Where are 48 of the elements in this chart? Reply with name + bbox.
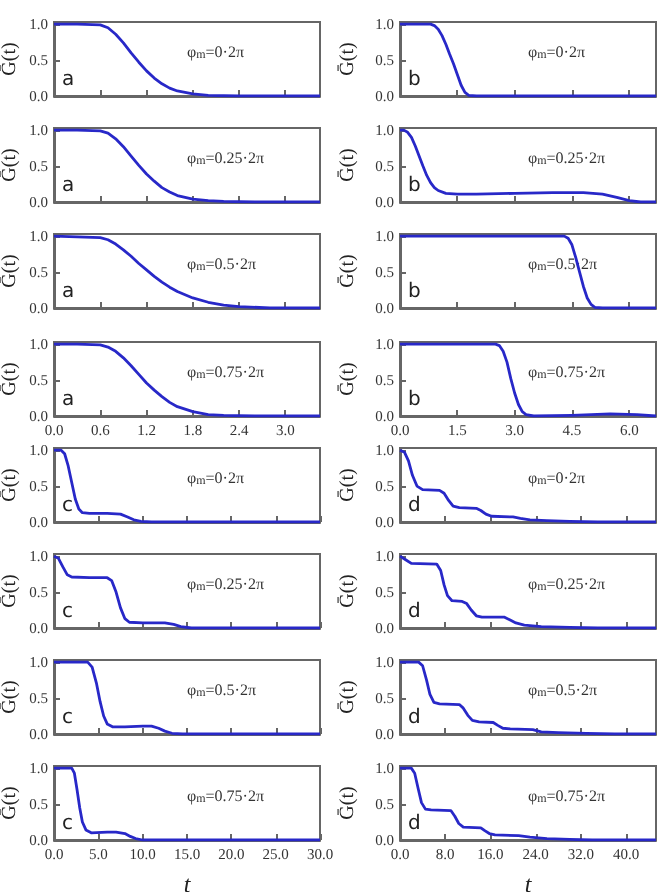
y-axis-title: Ḡ(t): [0, 574, 21, 608]
y-axis-title: Ḡ(t): [337, 680, 359, 715]
annotation: c: [62, 494, 73, 517]
annotation: b: [408, 281, 421, 304]
y-axis-title: Ḡ(t): [337, 255, 359, 289]
annotation: d: [408, 813, 421, 836]
annotation: a: [62, 388, 75, 411]
y-axis-title: Ḡ(t): [337, 361, 359, 395]
y-axis-title: Ḡ(t): [0, 787, 21, 821]
line-series: [398, 129, 658, 204]
y-axis-title: Ḡ(t): [0, 467, 21, 502]
line-series: [52, 129, 322, 204]
y-axis-title: Ḡ(t): [0, 361, 21, 395]
line-series: [398, 448, 658, 523]
line-series: [52, 448, 322, 523]
line-series: [398, 235, 658, 311]
line-series: [398, 554, 658, 630]
annotation: c: [62, 707, 73, 730]
line-series: [52, 554, 322, 630]
annotation: d: [408, 707, 421, 730]
annotation: c: [62, 601, 73, 623]
annotation: a: [62, 69, 75, 91]
annotation: d: [408, 601, 421, 623]
line-series: [52, 767, 322, 843]
annotation: b: [408, 69, 421, 91]
y-axis-title: Ḡ(t): [337, 574, 359, 608]
y-axis-title: Ḡ(t): [0, 148, 21, 183]
y-axis-title: Ḡ(t): [337, 787, 359, 821]
annotation: d: [408, 494, 421, 517]
annotation: b: [408, 388, 421, 411]
line-series: [398, 767, 658, 843]
y-axis-title: Ḡ(t): [0, 255, 21, 289]
y-axis-title: Ḡ(t): [0, 42, 21, 76]
line-series: [52, 235, 322, 311]
line-series: [398, 22, 658, 98]
line-series: [398, 341, 658, 417]
y-axis-title: Ḡ(t): [337, 148, 359, 183]
line-series: [52, 661, 322, 736]
y-axis-title: Ḡ(t): [337, 42, 359, 76]
annotation: a: [62, 175, 75, 198]
annotation: a: [62, 281, 75, 304]
annotation: c: [62, 813, 73, 836]
line-series: [52, 341, 322, 417]
y-axis-title: Ḡ(t): [337, 467, 359, 502]
line-series: [398, 661, 658, 736]
y-axis-title: Ḡ(t): [0, 680, 21, 715]
line-series: [52, 22, 322, 98]
annotation: b: [408, 175, 421, 198]
